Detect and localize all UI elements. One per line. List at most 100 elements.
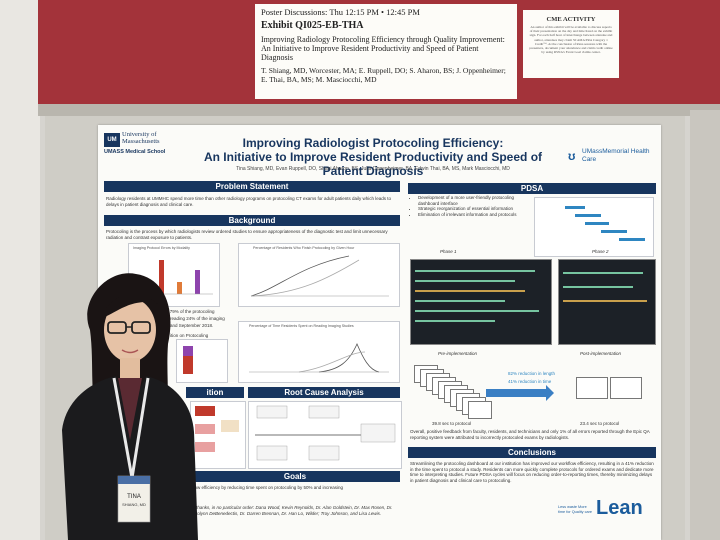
pdsa-timeline (534, 197, 654, 257)
gantt-bar-1 (565, 206, 585, 209)
umass-name: University of Massachusetts (122, 131, 160, 145)
chart3-bars (183, 346, 193, 374)
cause-box-4 (308, 445, 340, 461)
chart4-curves (249, 343, 389, 373)
line-umass (250, 255, 350, 297)
phase1-screenshot (410, 259, 552, 345)
bangs (102, 294, 158, 318)
pdsa-bullet-3: Elimination of irrelevant information an… (418, 212, 536, 218)
pdsa-bullets: Development of a more user-friendly prot… (410, 195, 536, 217)
poster: UM University of Massachusetts UMASS Med… (98, 125, 661, 540)
discussion-time: Poster Discussions: Thu 12:15 PM • 12:45… (261, 7, 420, 17)
exhibit-card: Poster Discussions: Thu 12:15 PM • 12:45… (255, 4, 517, 99)
gantt-bar-5 (619, 238, 645, 241)
curve-umass (318, 343, 380, 373)
lean-logo: Lean (596, 497, 643, 519)
intervention-shapes (195, 406, 239, 452)
umass-medical-school: UMASS Medical School (104, 149, 166, 155)
chart3-title: Percentage of Time Residents Spent on Re… (249, 324, 354, 328)
cme-card: CME ACTIVITY An author of this exhibit w… (523, 10, 619, 78)
finish-by-hour-chart: Percentage of Residents Who Finish Proto… (238, 243, 400, 307)
mouth (121, 349, 139, 354)
post-doc-2 (610, 377, 642, 399)
badge-band (118, 476, 150, 484)
gantt-bar-3 (585, 222, 609, 225)
problem-text: Radiology residents at UMMHC spend more … (106, 196, 392, 207)
goals-text: ollow efficiency by reducing time spent … (190, 485, 344, 490)
background-fragment-3: and September 2018. (170, 323, 214, 328)
flow-step-4 (221, 420, 239, 432)
neck (120, 358, 140, 380)
face (104, 298, 156, 362)
post-implementation-label: Post-implementation (580, 351, 622, 356)
root-cause-header: Root Cause Analysis (248, 387, 400, 398)
pre-implementation-label: Pre-implementation (438, 351, 478, 356)
lean-tagline: Less waste More time for Quality care (558, 505, 592, 514)
phase1-row-4 (415, 300, 505, 302)
chart2-title: Percentage of Residents Who Finish Proto… (253, 246, 355, 250)
background-text: Protocoling is the process by which radi… (106, 229, 388, 240)
post-seconds: 23.4 sec to protocol (580, 421, 620, 426)
phase1-row-1 (415, 270, 535, 272)
reduction-time: 41% reduction in time (508, 379, 552, 384)
curve-other (298, 351, 366, 373)
problem-header: Problem Statement (104, 181, 400, 192)
exhibit-id: Exhibit QI025-EB-THA (261, 20, 364, 31)
background-fragment-1: cted 79% of the protocoling (160, 309, 215, 314)
presenter-figure: TINA SHIANG, MD (62, 273, 198, 540)
phase1-label: Phase 1 (440, 249, 457, 254)
bar-ct (159, 260, 164, 294)
fishbone-lines (255, 405, 396, 461)
doc-10 (468, 401, 492, 419)
umassmemorial-name: UMassMemorial Health Care (582, 148, 650, 163)
umass-shield-icon: UM (104, 133, 120, 147)
umass-logo: UM University of Massachusetts UMASS Med… (104, 131, 184, 161)
line-other (250, 259, 360, 297)
post-doc-1 (576, 377, 608, 399)
exhibit-authors: T. Shiang, MD, Worcester, MA; E. Ruppell… (261, 66, 506, 84)
chart2-lines (250, 255, 389, 297)
left-wall (0, 0, 40, 540)
conclusions-header: Conclusions (408, 447, 656, 458)
phase1-row-6 (415, 320, 495, 322)
right-backdrop (690, 110, 720, 540)
pdsa-bullet-2: Strategic reorganization of essential in… (418, 206, 536, 212)
flow-step-1 (195, 406, 215, 416)
reduction-length: 82% reduction in length (508, 371, 556, 376)
gantt-bars (565, 206, 645, 241)
exhibit-title: Improving Radiology Protocoling Efficien… (261, 35, 505, 62)
chart1-title: Imaging Protocol Errors by Modality (133, 246, 190, 250)
intervention-header: ition (186, 387, 244, 398)
poster-title-line1: Improving Radiologist Protocoling Effici… (242, 136, 504, 150)
bar-us (195, 270, 200, 294)
phase1-row-5 (415, 310, 539, 312)
stack-top (183, 346, 193, 356)
cause-box-3 (256, 445, 288, 461)
phase2-row-3 (563, 300, 647, 302)
phase1-row-3 (415, 290, 525, 292)
gantt-bar-2 (575, 214, 601, 217)
effect-box (360, 423, 396, 443)
pdsa-header: PDSA (408, 183, 656, 194)
stack-bottom (183, 356, 193, 374)
pre-seconds: 39.8 sec to protocol (432, 421, 472, 426)
cme-title: CME ACTIVITY (546, 16, 596, 23)
background-fragment-2: reading 24% of the imaging (170, 316, 225, 321)
phase1-row-2 (415, 280, 515, 282)
cause-box-1 (256, 405, 288, 419)
stacked-bar-chart (176, 339, 228, 383)
phase2-row-2 (563, 286, 633, 288)
badge-sub: SHIANG, MD (122, 502, 146, 507)
gantt-bar-4 (601, 230, 627, 233)
badge-name: TINA (127, 494, 141, 500)
reading-time-chart: Percentage of Time Residents Spent on Re… (238, 321, 400, 383)
phase2-screenshot (558, 259, 656, 345)
goals-header: Goals (190, 471, 400, 482)
jacket (62, 376, 198, 540)
intervention-flow (190, 401, 246, 469)
cme-text: An author of this exhibit will be availa… (529, 25, 613, 55)
poster-authors: Tina Shiang, MD, Evan Ruppell, DO, Shani… (236, 166, 510, 172)
cause-box-2 (308, 405, 340, 419)
flow-step-3 (195, 442, 215, 452)
phase2-label: Phase 2 (592, 249, 609, 254)
